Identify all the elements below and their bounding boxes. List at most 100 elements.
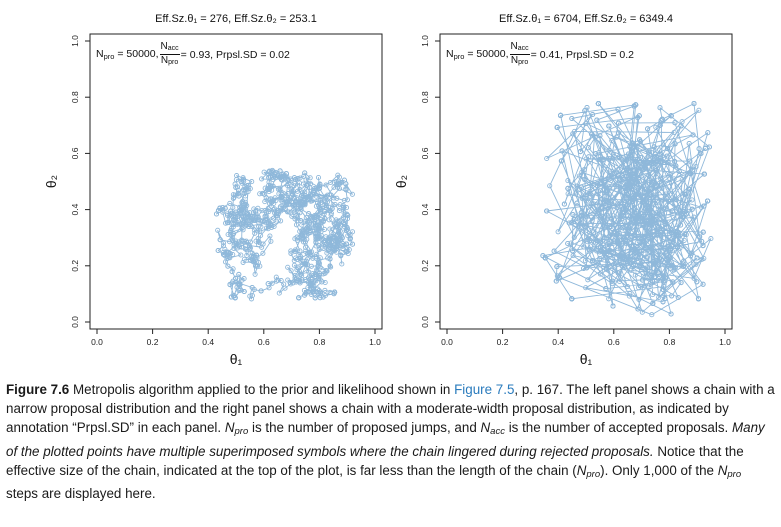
chain-point [658,176,664,182]
chain-point [583,285,589,291]
chain-point [681,264,687,270]
chain-point [670,230,677,236]
chain-point [628,153,634,159]
chain-point [607,170,613,176]
chain-point [653,124,659,130]
chain-point [239,210,245,216]
chain-point [581,244,587,250]
chain-point [615,240,621,247]
chain-point [639,309,645,315]
chain-point [332,224,338,230]
x-tick-label: 0.8 [663,337,675,347]
chain-point [609,281,615,287]
chain-point [316,257,322,264]
chain-point [650,292,656,298]
chain-point [313,225,319,232]
chain-point [699,256,705,262]
chain-point [234,173,240,179]
chain-point [227,200,233,206]
chain-point [293,222,300,228]
y-axis-label: θ₂ [393,175,409,188]
chain-point [315,263,321,269]
chain-point [582,177,588,183]
chain-point [322,279,328,286]
chain-point [331,184,337,190]
chain-point [593,151,599,157]
chain-point [317,204,323,211]
chain-point [687,158,693,164]
chain-point [668,230,675,236]
chain-point [606,296,612,302]
chain-point [225,220,231,226]
chain-point [240,198,246,204]
chain-point [295,176,301,182]
chain-point [241,256,247,262]
y-tick-label: 0.2 [70,260,80,272]
chain-point [652,183,658,189]
chain-point [637,254,643,260]
chain-point [608,224,614,230]
chain-point [619,222,625,228]
chain-point [249,214,255,220]
chain-point [297,255,304,261]
chain-point [565,240,571,247]
chain-point [608,216,615,222]
chain-point [323,182,329,188]
chain-point [294,267,300,273]
chain-point [313,235,319,241]
chain-point [295,265,301,271]
chain-point [559,148,565,154]
chain-point [700,229,706,235]
chain-point [298,236,304,242]
chain-point [592,240,599,246]
chain-point [661,284,667,290]
chain-point [612,265,618,271]
chain-point [238,252,244,258]
chain-point [278,174,284,180]
chain-point [632,215,638,221]
y-tick-label: 0.0 [420,316,430,328]
chain-point [641,221,647,227]
chain-point [606,123,612,129]
chain-point [302,276,309,283]
chain-point [239,238,245,244]
chain-point [254,255,260,261]
chain-point [321,226,328,232]
chain-point [228,208,234,214]
chain-point [656,224,662,230]
plot-frame [439,33,733,330]
chain-point [643,202,649,208]
chain-point [626,257,632,263]
chain-point [551,248,557,254]
chain-point [596,207,602,213]
x-tick-label: 0.6 [608,337,620,347]
chain-point [268,238,274,244]
chain-point [265,221,272,227]
chain-point [276,290,282,296]
chain-point [322,209,328,215]
chain-point [634,191,640,197]
chain-point [227,239,233,245]
chain-point [347,235,353,241]
chain-point [291,262,297,268]
chain-point [660,142,666,148]
chain-point [645,149,652,155]
chain-point [315,260,321,266]
chain-point [615,270,621,276]
chain-point [220,207,226,213]
chain-point [633,177,639,183]
chain-point [558,112,564,118]
chain-point [601,217,607,223]
chain-point [240,205,246,211]
chain-point [594,248,600,254]
chain-point [252,217,258,223]
chain-point [307,175,313,181]
chain-point [668,245,674,252]
chain-point [668,255,674,261]
chain-point [322,287,328,293]
chain-point [258,232,264,239]
chain-point [608,249,614,255]
chain-point [623,240,629,247]
chain-point [662,296,668,302]
